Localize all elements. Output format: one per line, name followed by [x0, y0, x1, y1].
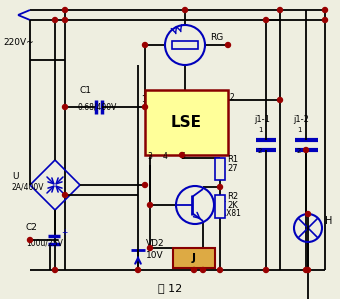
Circle shape [63, 7, 68, 13]
Circle shape [218, 184, 222, 190]
Text: 10V: 10V [146, 251, 164, 260]
Circle shape [277, 97, 283, 103]
Text: 2A/400V: 2A/400V [12, 183, 45, 192]
Circle shape [52, 18, 57, 22]
Text: 3AX81: 3AX81 [216, 209, 241, 218]
Circle shape [191, 268, 197, 272]
Circle shape [323, 18, 327, 22]
Text: 5: 5 [180, 152, 185, 161]
Circle shape [201, 268, 205, 272]
Text: 2: 2 [297, 148, 301, 154]
Circle shape [136, 268, 140, 272]
Circle shape [148, 245, 153, 251]
Text: j1-1: j1-1 [254, 115, 270, 124]
Circle shape [306, 211, 310, 216]
Text: j1-2: j1-2 [293, 115, 309, 124]
Text: 220V~: 220V~ [3, 38, 34, 47]
Text: 2: 2 [258, 148, 262, 154]
Circle shape [304, 147, 308, 152]
Circle shape [323, 7, 327, 13]
Text: RG: RG [210, 33, 223, 42]
Text: 2K: 2K [227, 201, 238, 210]
Text: 图 12: 图 12 [158, 283, 182, 293]
Text: C2: C2 [26, 223, 38, 232]
Circle shape [148, 202, 153, 208]
Circle shape [142, 182, 148, 187]
Text: 0.68/400V: 0.68/400V [78, 103, 117, 112]
Text: LSE: LSE [171, 115, 202, 130]
Text: H: H [325, 216, 333, 226]
Circle shape [63, 18, 68, 22]
Circle shape [218, 268, 222, 272]
Text: 100u/25V: 100u/25V [26, 239, 63, 248]
Text: R1: R1 [227, 155, 238, 164]
Circle shape [306, 268, 310, 272]
Text: +: + [61, 228, 67, 237]
Circle shape [142, 42, 148, 48]
Bar [173, 248, 215, 268]
Circle shape [183, 7, 187, 13]
Bar [145, 90, 228, 155]
Circle shape [277, 7, 283, 13]
Text: 27: 27 [227, 164, 238, 173]
Circle shape [52, 268, 57, 272]
Text: R2: R2 [227, 192, 238, 201]
Text: 2: 2 [229, 93, 234, 102]
Circle shape [304, 268, 308, 272]
Text: 3: 3 [147, 152, 152, 161]
Circle shape [63, 104, 68, 109]
Circle shape [225, 42, 231, 48]
Circle shape [63, 193, 68, 198]
Text: J: J [192, 253, 196, 263]
Text: 4: 4 [163, 152, 168, 161]
Text: 1: 1 [297, 127, 302, 133]
Bar [172, 41, 198, 49]
Circle shape [180, 152, 185, 158]
Circle shape [264, 268, 269, 272]
Text: U: U [12, 172, 18, 181]
Circle shape [28, 237, 33, 242]
Text: 1: 1 [258, 127, 262, 133]
Text: VD2: VD2 [146, 239, 165, 248]
Circle shape [264, 18, 269, 22]
Circle shape [142, 104, 148, 109]
Bar [215, 158, 225, 180]
Text: VT: VT [216, 201, 227, 210]
Text: C1: C1 [80, 86, 92, 95]
Bar [215, 195, 225, 218]
Text: 1: 1 [141, 95, 146, 104]
